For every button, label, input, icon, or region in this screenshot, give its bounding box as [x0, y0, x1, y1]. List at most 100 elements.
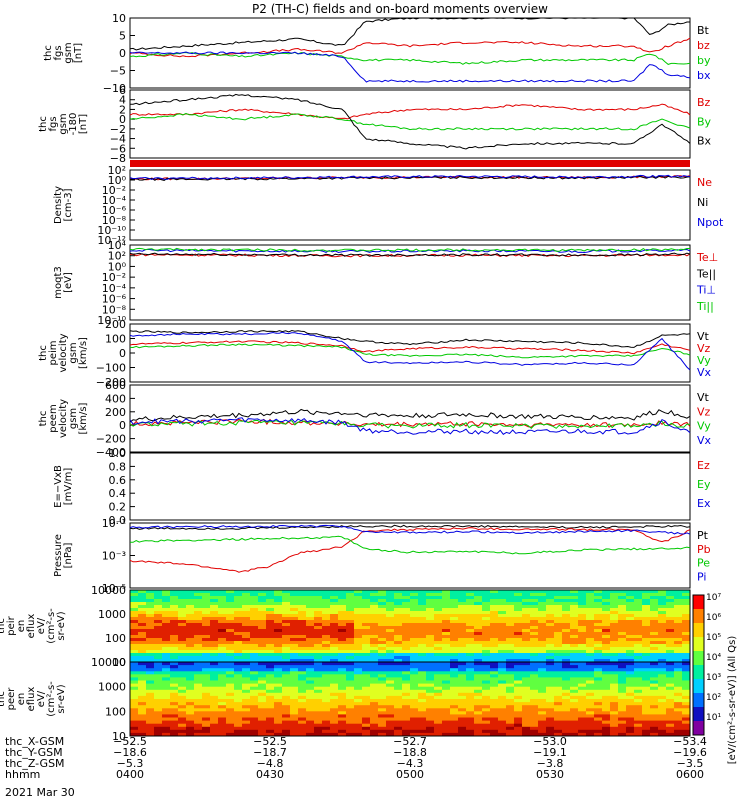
- heatmap-cell: [682, 629, 691, 633]
- heatmap-cell: [314, 656, 323, 660]
- heatmap-cell: [194, 590, 203, 594]
- heatmap-cell: [522, 695, 531, 700]
- heatmap-cell: [546, 680, 555, 685]
- heatmap-cell: [546, 668, 555, 672]
- heatmap-cell: [650, 717, 659, 722]
- heatmap-cell: [618, 668, 627, 672]
- heatmap-cell: [218, 726, 227, 731]
- heatmap-cell: [346, 732, 355, 737]
- heatmap-cell: [402, 711, 411, 715]
- heatmap-cell: [602, 650, 611, 654]
- heatmap-cell: [578, 662, 587, 666]
- heatmap-cell: [434, 644, 443, 648]
- heatmap-cell: [562, 647, 571, 651]
- heatmap-cell: [458, 680, 467, 685]
- heatmap-cell: [202, 692, 211, 697]
- heatmap-cell: [426, 641, 435, 645]
- heatmap-cell: [162, 695, 171, 700]
- heatmap-cell: [226, 626, 235, 630]
- heatmap-cell: [202, 614, 211, 618]
- heatmap-cell: [554, 590, 563, 594]
- heatmap-cell: [210, 608, 219, 612]
- heatmap-cell: [162, 680, 171, 685]
- heatmap-cell: [458, 723, 467, 728]
- heatmap-cell: [306, 702, 315, 706]
- heatmap-cell: [578, 596, 587, 600]
- heatmap-cell: [506, 611, 515, 615]
- heatmap-cell: [586, 695, 595, 700]
- series-line: [129, 103, 691, 120]
- heatmap-cell: [258, 686, 267, 691]
- heatmap-cell: [194, 732, 203, 737]
- heatmap-cell: [666, 593, 675, 597]
- heatmap-cell: [610, 729, 619, 734]
- heatmap-cell: [490, 686, 499, 691]
- heatmap-cell: [634, 699, 643, 703]
- heatmap-cell: [458, 714, 467, 718]
- label-line: [nT]: [73, 43, 84, 63]
- x-row-label: thc_Y-GSM: [5, 746, 63, 759]
- heatmap-cell: [330, 590, 339, 594]
- heatmap-cell: [282, 680, 291, 685]
- heatmap-cell: [234, 623, 243, 627]
- heatmap-cell: [378, 723, 387, 728]
- heatmap-cell: [386, 593, 395, 597]
- heatmap-cell: [218, 705, 227, 709]
- heatmap-cell: [146, 629, 155, 633]
- heatmap-cell: [562, 644, 571, 648]
- heatmap-cell: [282, 732, 291, 737]
- heatmap-cell: [642, 680, 651, 685]
- heatmap-cell: [226, 729, 235, 734]
- heatmap-cell: [450, 702, 459, 706]
- heatmap-cell: [658, 708, 667, 712]
- heatmap-cell: [682, 677, 691, 681]
- heatmap-cell: [314, 702, 323, 706]
- heatmap-cell: [682, 671, 691, 675]
- heatmap-cell: [210, 662, 219, 666]
- heatmap-cell: [658, 705, 667, 709]
- heatmap-cell: [434, 686, 443, 691]
- heatmap-cell: [410, 711, 419, 715]
- heatmap-cell: [346, 674, 355, 678]
- heatmap-cell: [362, 614, 371, 618]
- heatmap-cell: [186, 608, 195, 612]
- heatmap-cell: [434, 708, 443, 712]
- heatmap-cell: [322, 692, 331, 697]
- heatmap-cell: [658, 629, 667, 633]
- heatmap-cell: [322, 626, 331, 630]
- heatmap-cell: [170, 593, 179, 597]
- heatmap-cell: [386, 626, 395, 630]
- heatmap-cell: [266, 593, 275, 597]
- heatmap-cell: [386, 677, 395, 681]
- heatmap-cell: [370, 602, 379, 606]
- heatmap-cell: [530, 723, 539, 728]
- heatmap-cell: [346, 629, 355, 633]
- label-line: [cm-3]: [63, 188, 74, 221]
- heatmap-cell: [650, 720, 659, 725]
- heatmap-cell: [594, 729, 603, 734]
- heatmap-cell: [394, 705, 403, 709]
- heatmap-cell: [370, 632, 379, 636]
- heatmap-cell: [210, 599, 219, 603]
- heatmap-cell: [474, 720, 483, 725]
- heatmap-cell: [666, 726, 675, 731]
- heatmap-cell: [386, 647, 395, 651]
- heatmap-cell: [282, 641, 291, 645]
- heatmap-cell: [426, 708, 435, 712]
- heatmap-cell: [154, 635, 163, 639]
- heatmap-cell: [426, 593, 435, 597]
- heatmap-cell: [242, 590, 251, 594]
- heatmap-cell: [522, 689, 531, 694]
- heatmap-cell: [642, 590, 651, 594]
- heatmap-cell: [130, 708, 139, 712]
- heatmap-cell: [682, 647, 691, 651]
- heatmap-cell: [474, 638, 483, 642]
- heatmap-cell: [490, 602, 499, 606]
- heatmap-cell: [554, 632, 563, 636]
- heatmap-cell: [306, 626, 315, 630]
- heatmap-cell: [450, 662, 459, 666]
- heatmap-cell: [490, 650, 499, 654]
- heatmap-cell: [410, 635, 419, 639]
- heatmap-cell: [578, 702, 587, 706]
- heatmap-cell: [250, 732, 259, 737]
